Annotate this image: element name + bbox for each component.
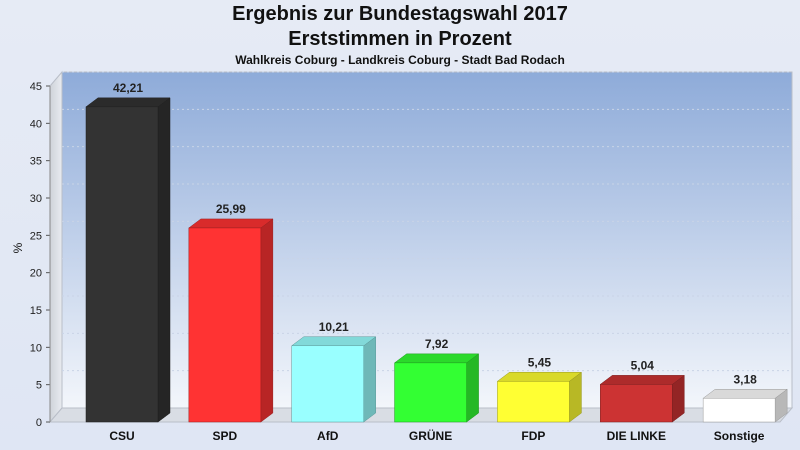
bar-top: [599, 375, 686, 385]
chart-subtitle: Erststimmen in Prozent: [288, 28, 512, 50]
bar-side: [363, 336, 376, 423]
value-label: 3,18: [733, 372, 757, 386]
bar-afd[interactable]: 10,21 AfD: [290, 320, 377, 443]
value-label: 5,45: [528, 355, 552, 369]
bar-side: [260, 218, 274, 423]
y-tick-label: 0: [36, 417, 42, 429]
bar-front: [85, 106, 159, 423]
y-tick-label: 5: [36, 380, 42, 392]
bar-fdp[interactable]: 5,45 FDP: [496, 355, 583, 443]
bar-front: [394, 362, 467, 423]
bar-sonstige[interactable]: 3,18 Sonstige: [702, 372, 788, 443]
y-tick-label: 25: [30, 230, 42, 242]
bar-front: [497, 381, 570, 423]
bar-front: [188, 227, 262, 423]
y-tick-label: 30: [30, 193, 42, 205]
value-label: 7,92: [425, 337, 449, 351]
value-label: 25,99: [216, 202, 246, 216]
value-label: 5,04: [631, 358, 655, 372]
chart-title: Ergebnis zur Bundestagswahl 2017: [232, 3, 568, 25]
y-tick-label: 35: [30, 156, 42, 168]
category-label: DIE LINKE: [607, 429, 666, 443]
bar-front: [702, 398, 776, 423]
bar-top: [290, 336, 377, 347]
y-tick-label: 45: [30, 81, 42, 93]
category-label: Sonstige: [714, 429, 765, 443]
bar-csu[interactable]: 42,21 CSU: [85, 81, 171, 443]
plot-back-wall: [61, 71, 793, 409]
bar-die-linke[interactable]: 5,04 DIE LINKE: [599, 358, 686, 443]
category-label: SPD: [213, 429, 238, 443]
category-label: CSU: [109, 429, 134, 443]
plot-left-wall: [49, 70, 63, 424]
y-tick-label: 20: [30, 268, 42, 280]
category-label: GRÜNE: [409, 428, 452, 443]
category-label: FDP: [521, 429, 545, 443]
category-label: AfD: [317, 429, 339, 443]
bar-top: [393, 353, 480, 364]
value-label: 10,21: [319, 320, 349, 334]
bar-grüne[interactable]: 7,92 GRÜNE: [393, 337, 480, 443]
chart-caption: Wahlkreis Coburg - Landkreis Coburg - St…: [235, 53, 565, 67]
bar-side: [466, 353, 479, 423]
y-axis-label: %: [11, 242, 25, 253]
bar-top: [85, 97, 171, 108]
y-tick-label: 15: [30, 305, 42, 317]
bar-top: [188, 218, 274, 229]
bar-front: [600, 384, 673, 423]
bar-top: [496, 372, 583, 382]
bar-front: [291, 345, 364, 423]
bar-spd[interactable]: 25,99 SPD: [188, 202, 274, 443]
y-tick-label: 40: [30, 118, 42, 130]
value-label: 42,21: [113, 81, 143, 95]
y-tick-label: 10: [30, 342, 42, 354]
bar-side: [157, 97, 171, 423]
bar-top: [702, 389, 788, 399]
